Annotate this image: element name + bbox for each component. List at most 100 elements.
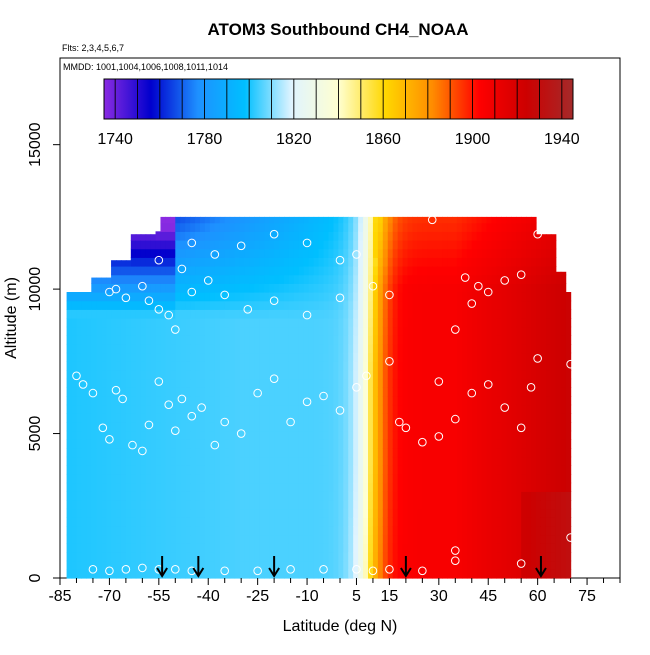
field-cell: [466, 422, 473, 432]
field-cell: [135, 491, 142, 501]
field-cell: [565, 491, 572, 501]
field-cell: [140, 552, 147, 562]
field-cell: [486, 344, 493, 354]
field-cell: [180, 283, 186, 293]
field-cell: [308, 448, 315, 458]
field-cell: [437, 413, 443, 423]
field-cell: [293, 439, 300, 449]
field-cell: [516, 508, 522, 518]
field-cell: [412, 543, 419, 553]
field-cell: [135, 292, 142, 302]
field-cell: [358, 560, 364, 570]
field-cell: [560, 430, 567, 440]
field-cell: [521, 482, 527, 492]
field-cell: [303, 500, 310, 510]
field-cell: [66, 465, 73, 475]
field-cell: [200, 448, 206, 458]
field-cell: [540, 309, 547, 319]
field-cell: [116, 422, 122, 432]
field-cell: [540, 318, 547, 328]
field-cell: [392, 448, 399, 458]
field-cell: [234, 283, 241, 293]
field-cell: [481, 396, 488, 406]
field-cell: [496, 552, 503, 562]
field-cell: [288, 231, 295, 241]
field-cell: [170, 318, 176, 328]
field-cell: [323, 335, 330, 345]
field-cell: [130, 387, 137, 397]
field-cell: [531, 474, 537, 484]
field-cell: [526, 248, 532, 258]
field-cell: [111, 370, 117, 380]
field-cell: [120, 361, 127, 371]
field-cell: [254, 274, 260, 284]
field-cell: [96, 387, 102, 397]
field-cell: [66, 500, 73, 510]
field-cell: [160, 231, 167, 241]
field-cell: [209, 552, 216, 562]
field-cell: [249, 482, 255, 492]
field-cell: [456, 430, 463, 440]
field-cell: [333, 300, 339, 310]
field-cell: [540, 534, 547, 544]
field-cell: [466, 344, 473, 354]
field-cell: [214, 292, 221, 302]
field-cell: [442, 552, 448, 562]
field-cell: [540, 465, 547, 475]
field-cell: [185, 500, 191, 510]
field-cell: [204, 292, 211, 302]
field-cell: [343, 248, 349, 258]
field-cell: [219, 500, 226, 510]
field-cell: [333, 430, 339, 440]
field-cell: [392, 430, 399, 440]
field-cell: [160, 534, 167, 544]
ch4-field: [66, 216, 572, 579]
field-cell: [550, 456, 557, 466]
field-cell: [111, 439, 117, 449]
field-cell: [565, 543, 572, 553]
field-cell: [106, 526, 112, 536]
field-cell: [447, 222, 453, 232]
field-cell: [397, 474, 404, 484]
field-cell: [308, 491, 315, 501]
field-cell: [81, 404, 87, 414]
field-cell: [486, 552, 493, 562]
field-cell: [466, 543, 473, 553]
field-cell: [190, 370, 196, 380]
field-cell: [160, 352, 167, 362]
field-cell: [219, 517, 226, 527]
field-cell: [516, 222, 522, 232]
field-cell: [452, 352, 458, 362]
field-cell: [407, 378, 414, 388]
field-cell: [516, 413, 522, 423]
field-cell: [308, 222, 315, 232]
field-cell: [333, 378, 339, 388]
field-cell: [333, 500, 339, 510]
field-cell: [303, 300, 310, 310]
field-cell: [496, 266, 503, 276]
field-cell: [170, 344, 176, 354]
field-cell: [501, 335, 507, 345]
field-cell: [328, 517, 335, 527]
field-cell: [293, 500, 300, 510]
field-cell: [456, 378, 463, 388]
field-cell: [491, 361, 498, 371]
field-cell: [204, 482, 211, 492]
field-cell: [392, 396, 399, 406]
field-cell: [516, 560, 522, 570]
field-cell: [526, 300, 532, 310]
field-cell: [293, 216, 300, 224]
field-cell: [531, 370, 537, 380]
field-cell: [452, 248, 458, 258]
field-cell: [452, 361, 458, 371]
field-cell: [165, 257, 171, 267]
field-cell: [254, 474, 260, 484]
sample-point: [500, 403, 510, 412]
field-cell: [160, 326, 167, 336]
field-cell: [81, 413, 87, 423]
field-cell: [372, 300, 379, 310]
field-cell: [382, 318, 389, 328]
field-cell: [382, 517, 389, 527]
field-cell: [496, 465, 503, 475]
field-cell: [358, 396, 364, 406]
